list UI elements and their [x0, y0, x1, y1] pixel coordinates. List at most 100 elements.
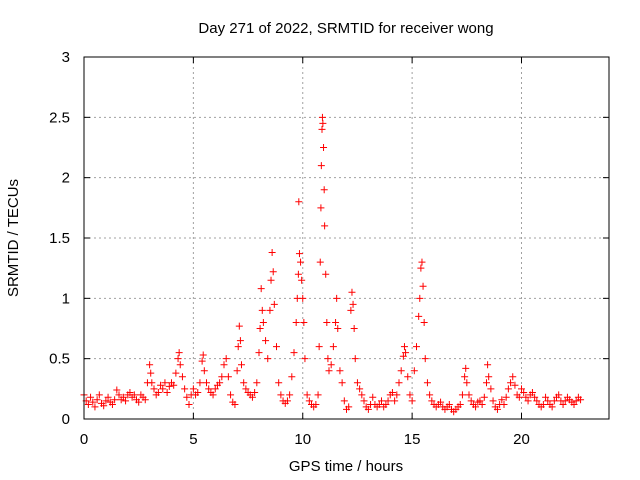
data-point: [189, 385, 197, 393]
data-point: [163, 388, 171, 396]
data-point: [231, 401, 239, 409]
data-point: [544, 397, 552, 405]
data-point: [420, 318, 428, 326]
data-point: [485, 373, 493, 381]
data-point: [95, 391, 103, 399]
data-point: [275, 379, 283, 387]
data-point: [325, 367, 333, 375]
data-point: [170, 381, 178, 389]
data-point: [181, 385, 189, 393]
data-point: [399, 352, 407, 360]
data-point: [292, 318, 300, 326]
data-point: [283, 397, 291, 405]
data-point: [122, 397, 130, 405]
data-point: [419, 282, 427, 290]
data-point: [323, 318, 331, 326]
data-point: [404, 373, 412, 381]
data-point: [251, 388, 259, 396]
data-point: [463, 379, 471, 387]
data-point: [178, 373, 186, 381]
data-point: [465, 391, 473, 399]
data-point: [329, 343, 337, 351]
data-point: [353, 379, 361, 387]
data-point: [233, 367, 241, 375]
data-point: [113, 386, 121, 394]
data-point: [524, 397, 532, 405]
data-point: [303, 391, 311, 399]
data-point: [258, 306, 266, 314]
data-point: [388, 388, 396, 396]
data-point: [257, 285, 265, 293]
data-point: [476, 397, 484, 405]
data-point: [312, 401, 320, 409]
data-point: [577, 396, 585, 404]
data-point: [299, 294, 307, 302]
data-point: [259, 318, 267, 326]
data-point: [102, 397, 110, 405]
data-point: [264, 355, 272, 363]
data-point: [349, 300, 357, 308]
data-point: [561, 397, 569, 405]
data-point: [416, 294, 424, 302]
data-point: [415, 312, 423, 320]
data-point: [93, 396, 101, 404]
data-point: [154, 388, 162, 396]
points-layer: [80, 113, 585, 416]
data-point: [480, 393, 488, 401]
data-point: [238, 361, 245, 369]
data-point: [269, 268, 277, 276]
data-point: [172, 369, 180, 377]
data-point: [209, 391, 217, 399]
data-point: [500, 401, 508, 409]
data-point: [522, 393, 530, 401]
data-point: [364, 405, 372, 413]
data-point: [418, 258, 426, 266]
data-point: [147, 369, 155, 377]
data-point: [550, 397, 558, 405]
data-point: [100, 402, 108, 410]
data-point: [382, 401, 390, 409]
data-point: [89, 398, 97, 406]
data-point: [141, 396, 149, 404]
data-point: [255, 349, 263, 357]
data-point: [336, 367, 344, 375]
data-point: [324, 355, 332, 363]
data-point: [165, 382, 173, 390]
data-point: [297, 258, 305, 266]
data-point: [277, 391, 285, 399]
data-point: [338, 379, 346, 387]
data-point: [104, 393, 112, 401]
x-tick-label: 20: [513, 431, 530, 448]
data-point: [520, 388, 528, 396]
data-point: [111, 396, 119, 404]
data-point: [320, 144, 328, 151]
data-point: [493, 405, 501, 413]
data-point: [559, 401, 567, 409]
data-point: [200, 367, 208, 375]
data-point: [539, 401, 547, 409]
data-point: [334, 325, 342, 332]
data-point: [417, 264, 425, 272]
data-point: [423, 379, 431, 387]
data-point: [317, 162, 325, 170]
data-point: [393, 391, 401, 399]
data-point: [413, 343, 420, 351]
ticks-layer: 0 5 10 15 20 0 0.5 1 1.5 2 2.5 3: [49, 49, 609, 448]
data-point: [256, 325, 264, 332]
data-point: [119, 393, 127, 401]
data-point: [384, 397, 392, 405]
y-tick-label: 3: [62, 49, 70, 66]
data-point: [236, 337, 244, 345]
data-point: [391, 397, 399, 405]
data-point: [332, 318, 340, 326]
data-point: [467, 397, 475, 405]
data-point: [410, 367, 418, 375]
data-point: [87, 393, 95, 401]
data-point: [301, 355, 309, 363]
data-point: [174, 355, 182, 363]
data-point: [205, 385, 213, 393]
data-point: [298, 276, 306, 284]
data-point: [234, 343, 242, 351]
